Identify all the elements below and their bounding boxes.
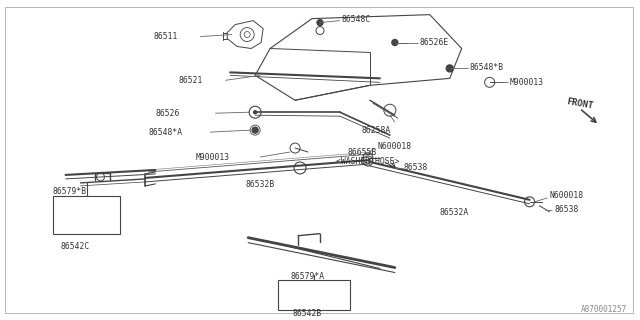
Text: 86542C: 86542C [61,242,90,251]
Text: 86548*B: 86548*B [470,63,504,72]
Text: N600018: N600018 [378,141,412,151]
Text: FRONT: FRONT [566,98,593,111]
Bar [52,196,120,234]
Bar [278,280,350,310]
Text: M900013: M900013 [509,78,544,87]
Text: 86548*A: 86548*A [148,128,182,137]
Circle shape [446,65,453,72]
Text: M900013: M900013 [195,153,229,162]
Text: 86655B: 86655B [348,148,377,156]
Text: 86548C: 86548C [342,15,371,24]
Text: 86579*A: 86579*A [290,272,324,281]
Text: 86532A: 86532A [440,208,469,217]
Text: A870001257: A870001257 [581,305,627,314]
Text: 86532B: 86532B [245,180,275,189]
Text: <WASHER HOSE>: <WASHER HOSE> [336,157,399,166]
Text: 86538: 86538 [404,164,428,172]
Circle shape [294,162,306,174]
Circle shape [317,20,323,26]
Text: 86526: 86526 [156,109,180,118]
Circle shape [392,40,398,45]
Text: 86521: 86521 [179,76,203,85]
Text: 86511: 86511 [154,32,178,41]
Text: 86542B: 86542B [292,309,321,318]
Text: 86526E: 86526E [420,38,449,47]
Text: 86579*B: 86579*B [52,188,86,196]
Circle shape [252,127,258,133]
Text: 86538: 86538 [554,205,579,214]
Circle shape [253,111,257,114]
Text: 86258A: 86258A [362,126,391,135]
Text: N600018: N600018 [550,191,584,200]
